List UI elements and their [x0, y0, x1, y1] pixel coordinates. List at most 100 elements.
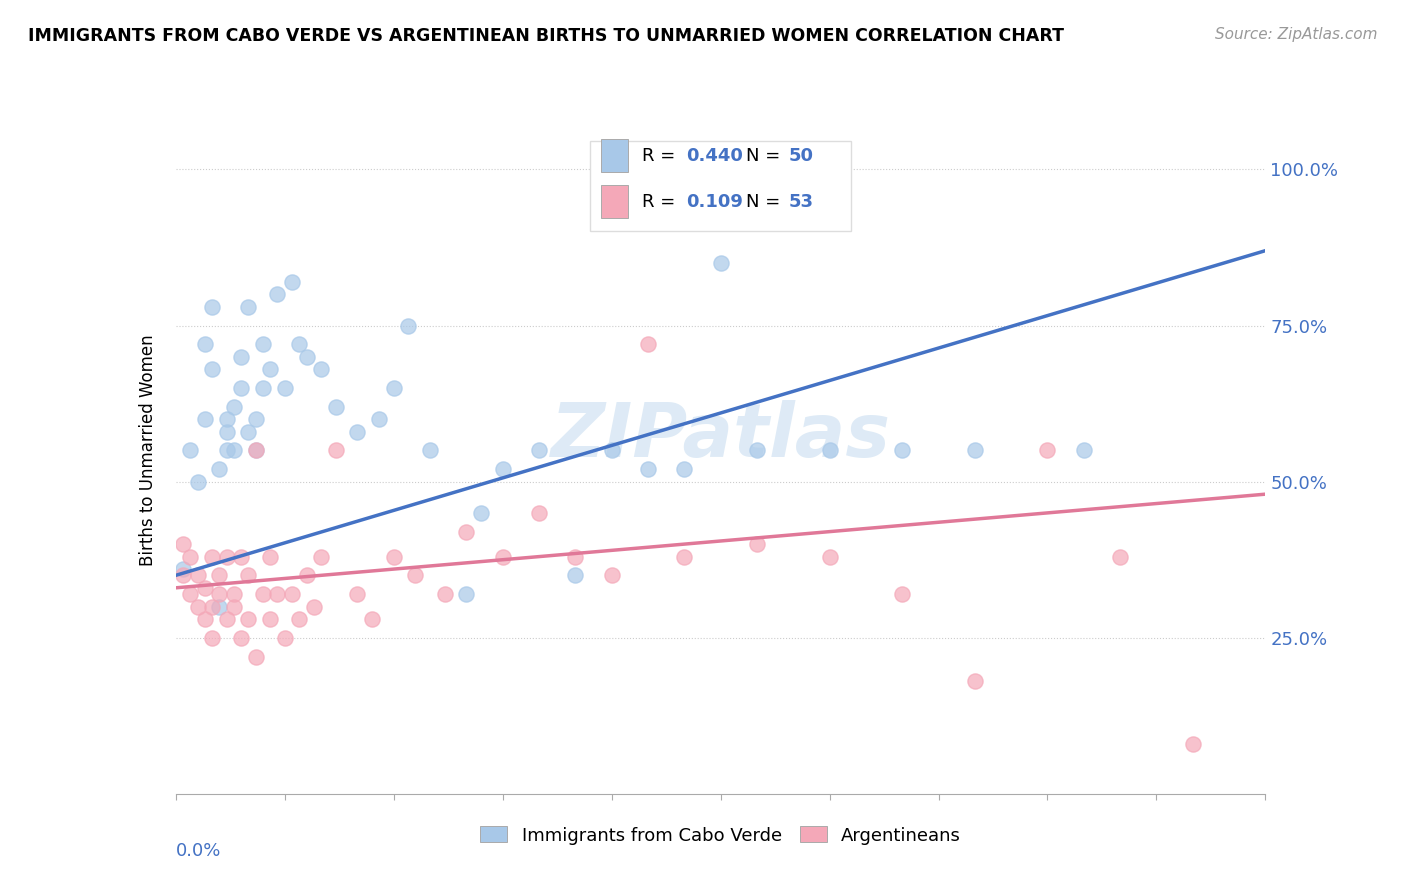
Point [368, 412, 391, 426]
Point [231, 350, 253, 364]
Point [673, 462, 696, 476]
Point [433, 587, 456, 601]
Point [637, 462, 659, 476]
Point [673, 549, 696, 564]
Point [963, 674, 986, 689]
Point [600, 443, 623, 458]
Point [259, 612, 281, 626]
Point [346, 425, 368, 439]
Point [215, 412, 238, 426]
Text: R =: R = [643, 193, 681, 211]
Point [360, 612, 382, 626]
Point [215, 612, 238, 626]
Point [222, 599, 245, 614]
Point [208, 568, 231, 582]
Point [194, 581, 217, 595]
Point [891, 587, 914, 601]
Point [172, 537, 194, 551]
Point [710, 256, 733, 270]
Point [1181, 737, 1204, 751]
Point [245, 443, 267, 458]
Point [179, 587, 201, 601]
Point [252, 337, 274, 351]
Text: 0.0%: 0.0% [176, 842, 221, 860]
Point [492, 462, 515, 476]
Point [208, 587, 231, 601]
Point [222, 587, 245, 601]
Text: N =: N = [745, 193, 786, 211]
Point [346, 587, 368, 601]
Text: R =: R = [643, 147, 681, 165]
Point [259, 362, 281, 376]
Point [288, 337, 311, 351]
Point [382, 549, 405, 564]
Point [325, 443, 347, 458]
Point [172, 568, 194, 582]
Point [274, 631, 297, 645]
Point [281, 587, 304, 601]
Point [419, 443, 441, 458]
Point [215, 549, 238, 564]
Point [179, 549, 201, 564]
Point [201, 362, 224, 376]
Point [745, 443, 768, 458]
Point [201, 300, 224, 314]
Point [266, 287, 288, 301]
Point [1109, 549, 1132, 564]
Point [527, 506, 550, 520]
Point [891, 443, 914, 458]
Point [295, 350, 318, 364]
FancyBboxPatch shape [591, 141, 852, 231]
Point [782, 194, 804, 208]
Point [215, 443, 238, 458]
Text: 0.440: 0.440 [686, 147, 742, 165]
Point [215, 425, 238, 439]
Legend: Immigrants from Cabo Verde, Argentineans: Immigrants from Cabo Verde, Argentineans [471, 817, 970, 854]
Point [208, 462, 231, 476]
Point [405, 568, 427, 582]
Point [201, 599, 224, 614]
Point [600, 568, 623, 582]
Point [194, 337, 217, 351]
Point [222, 400, 245, 414]
Text: N =: N = [745, 147, 786, 165]
Text: 50: 50 [789, 147, 813, 165]
Point [818, 549, 841, 564]
Point [172, 562, 194, 576]
Point [274, 381, 297, 395]
Point [252, 587, 274, 601]
Point [295, 568, 318, 582]
Point [231, 631, 253, 645]
Point [1036, 443, 1059, 458]
Point [266, 587, 288, 601]
Point [818, 443, 841, 458]
Text: 53: 53 [789, 193, 813, 211]
Point [637, 337, 659, 351]
Point [527, 443, 550, 458]
Point [186, 568, 209, 582]
Point [245, 412, 267, 426]
Text: Source: ZipAtlas.com: Source: ZipAtlas.com [1215, 27, 1378, 42]
Point [238, 300, 260, 314]
Point [245, 443, 267, 458]
Y-axis label: Births to Unmarried Women: Births to Unmarried Women [139, 334, 157, 566]
Point [186, 475, 209, 489]
Point [325, 400, 347, 414]
Point [564, 568, 586, 582]
Point [456, 587, 478, 601]
Point [288, 612, 311, 626]
Point [194, 612, 217, 626]
Bar [600, 139, 628, 172]
Point [238, 568, 260, 582]
Point [396, 318, 419, 333]
Point [231, 381, 253, 395]
Point [186, 599, 209, 614]
Point [302, 599, 325, 614]
Text: 0.109: 0.109 [686, 193, 742, 211]
Point [208, 599, 231, 614]
Point [1073, 443, 1095, 458]
Point [309, 362, 332, 376]
Point [456, 524, 478, 539]
Point [252, 381, 274, 395]
Point [231, 549, 253, 564]
